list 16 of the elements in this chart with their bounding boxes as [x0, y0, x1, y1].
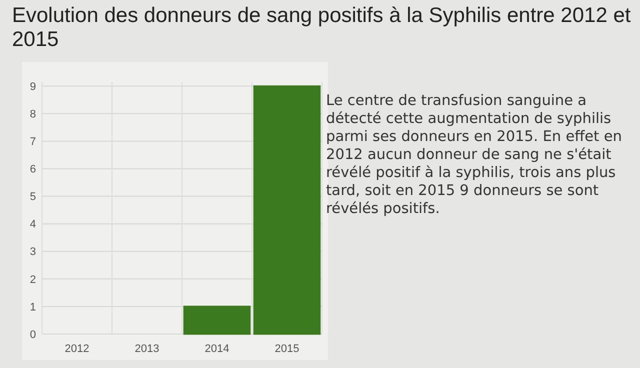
y-tick-label: 6	[30, 164, 36, 176]
y-tick-label: 5	[30, 191, 36, 204]
y-tick-label: 3	[30, 246, 36, 258]
y-tick-label: 2	[30, 274, 36, 286]
y-tick-label: 9	[30, 80, 36, 93]
x-tick-label: 2012	[64, 343, 90, 355]
chart-title: Evolution des donneurs de sang positifs à la Syphilis entre 2012 et 2015	[12, 4, 632, 52]
y-tick-label: 7	[30, 136, 36, 148]
y-tick-label: 4	[30, 218, 36, 231]
x-tick-label: 2013	[134, 343, 160, 355]
y-tick-label: 0	[30, 328, 36, 341]
x-tick-label: 2015	[274, 343, 300, 355]
y-tick-label: 8	[30, 108, 36, 121]
text: Le centre de transfusion sanguine a détecté cette augmentation de syphilis parmi ses donneurs en 2015. En effet en 2012 aucun donneur de sang ne s'était révélé positif à la syphilis, trois ans plus tard, soit en 2015 9 donneurs se sont révélés positifs.	[326, 92, 623, 218]
x-tick-label: 2014	[204, 343, 230, 355]
y-tick-label: 1	[30, 301, 36, 314]
